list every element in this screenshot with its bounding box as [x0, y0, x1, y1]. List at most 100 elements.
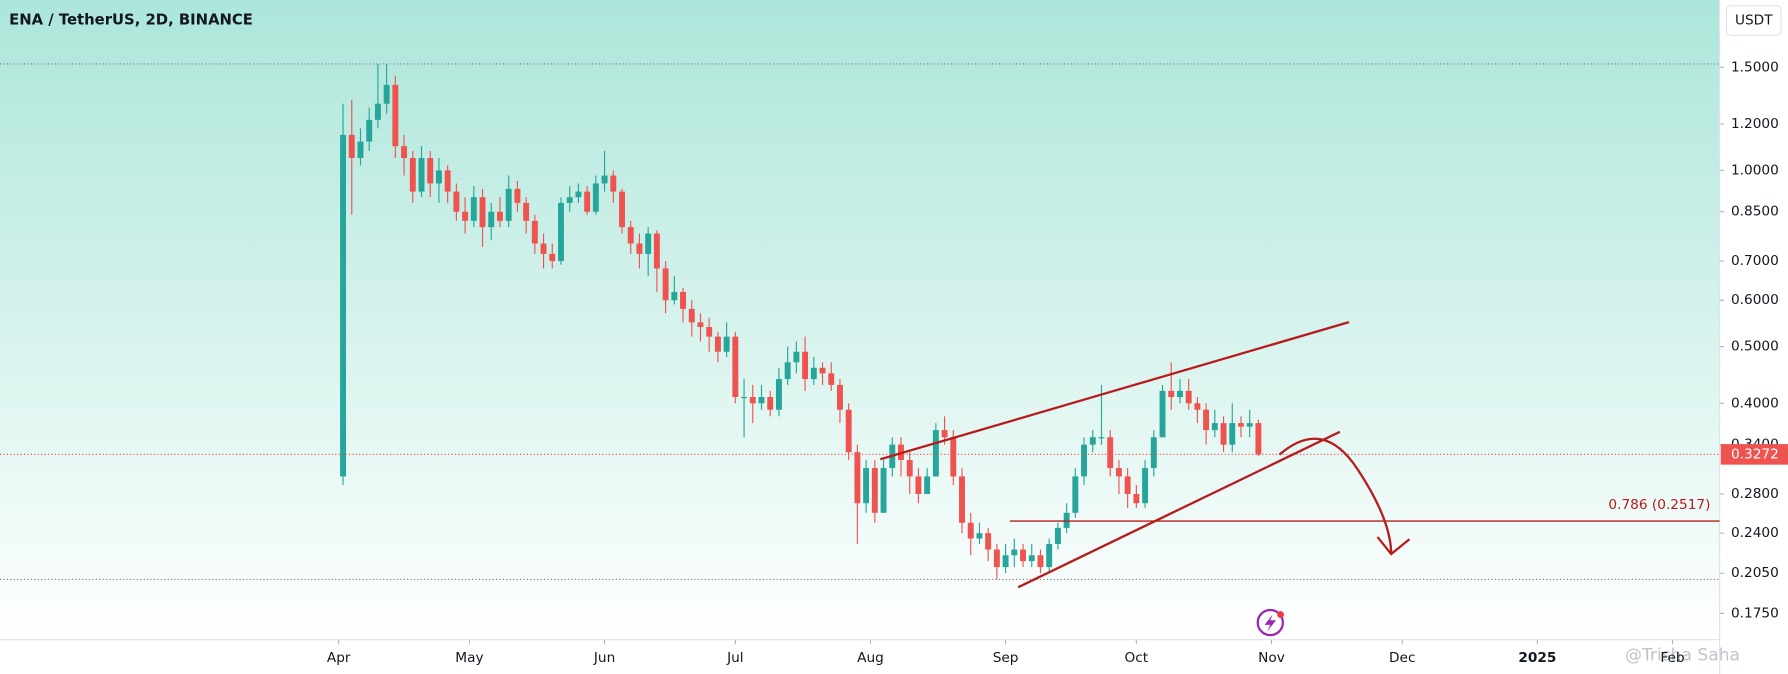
candle-body: [427, 157, 434, 184]
x-tick-label: Nov: [1258, 650, 1285, 666]
candle-body: [802, 351, 809, 380]
candle-body: [1107, 437, 1114, 469]
candle-body: [793, 351, 800, 363]
candle-body: [732, 336, 739, 398]
candle-body: [880, 468, 887, 513]
x-tick-label: Feb: [1660, 650, 1684, 666]
candle-body: [1194, 403, 1201, 410]
marks: [0, 63, 1720, 581]
candle-body: [871, 468, 878, 513]
candle-body: [993, 549, 1000, 568]
y-tick-label: 0.4000: [1731, 395, 1779, 411]
candle-body: [453, 191, 460, 212]
candle-body: [1124, 476, 1131, 494]
last-price-box: [1720, 444, 1788, 465]
candle-body: [985, 533, 992, 550]
candle-body: [688, 308, 695, 323]
y-tick-label: 0.7000: [1731, 253, 1779, 269]
x-tick-label: Apr: [327, 650, 351, 666]
candle-body: [374, 103, 381, 120]
candle-body: [392, 84, 399, 147]
candle-body: [540, 243, 547, 254]
candle-body: [706, 327, 713, 337]
x-tick-label: 2025: [1518, 650, 1556, 666]
candle-body: [1037, 555, 1044, 568]
y-tick-label: 0.8500: [1731, 204, 1779, 220]
candle-body: [1229, 423, 1236, 445]
y-tick-label: 0.1750: [1731, 605, 1779, 621]
y-tick-label: 1.5000: [1731, 59, 1779, 75]
candle-body: [1168, 390, 1175, 398]
candle-body: [584, 191, 591, 212]
candle-body: [1098, 437, 1105, 439]
x-tick-label: Oct: [1125, 650, 1149, 666]
candle-body: [697, 322, 704, 328]
forecast-arrow: [1278, 437, 1393, 555]
y-tick-label: 0.2400: [1731, 525, 1779, 541]
candle-body: [819, 367, 826, 374]
candle-body: [523, 202, 530, 221]
candle-body: [366, 119, 373, 142]
candle-body: [1054, 527, 1061, 544]
candle-body: [845, 409, 852, 453]
candle-body: [645, 233, 652, 254]
candle-body: [505, 188, 512, 221]
candle-body: [383, 84, 390, 104]
x-tick-label: Jun: [593, 650, 615, 666]
candle-body: [1211, 423, 1218, 431]
candle-body: [1159, 390, 1166, 438]
watermark: @Trisha Saha: [1625, 646, 1740, 666]
candle-body: [1020, 549, 1026, 562]
candle-body: [470, 197, 477, 221]
candle-body: [1176, 390, 1183, 398]
candle-body: [784, 362, 791, 380]
candle-body: [863, 468, 870, 504]
candle-body: [775, 379, 782, 410]
candle-body: [976, 533, 983, 539]
candle-body: [610, 175, 617, 192]
unit-button[interactable]: [1725, 5, 1782, 36]
candle-body: [1133, 493, 1140, 504]
candle-body: [915, 476, 922, 494]
candle-body: [549, 253, 556, 262]
candle-body: [1011, 549, 1018, 556]
trend-line-upper: [879, 321, 1350, 461]
candle-body: [1072, 476, 1079, 513]
y-tick-label: 0.6000: [1731, 292, 1779, 308]
candle-body: [854, 452, 861, 504]
x-tick-label: Aug: [857, 650, 884, 666]
candle-body: [714, 336, 721, 352]
candle-body: [1150, 437, 1157, 469]
candle-body: [619, 191, 625, 228]
forecast-arrow-head: [1376, 536, 1411, 556]
y-tick-label: 0.2800: [1731, 486, 1779, 502]
candle-body: [741, 397, 748, 399]
candle-body: [514, 188, 521, 203]
chart-title: ENA / TetherUS, 2D, BINANCE: [9, 12, 253, 29]
candle-body: [950, 437, 957, 477]
candle-body: [1046, 543, 1053, 568]
event-icon[interactable]: [1256, 608, 1284, 637]
candle-body: [418, 157, 425, 192]
candle-body: [575, 191, 582, 198]
candle-body: [479, 197, 486, 228]
candle-body: [1238, 423, 1244, 427]
candle-body: [828, 373, 835, 385]
candle-body: [758, 397, 765, 404]
candle-body: [932, 430, 939, 477]
candle-body: [462, 211, 469, 221]
candle-body: [444, 170, 451, 192]
candle-body: [1081, 444, 1088, 477]
candle-body: [836, 384, 843, 410]
trend-line-lower: [1017, 430, 1341, 589]
event-icon-bolt: [1264, 614, 1277, 632]
candle-body: [627, 227, 634, 244]
plot-background: [0, 0, 1720, 640]
event-icon-dot: [1277, 611, 1284, 619]
candle-body: [558, 202, 564, 262]
x-tick-label: May: [455, 650, 483, 666]
fib-level-label: 0.786 (0.2517): [1608, 497, 1710, 513]
candle-body: [924, 476, 931, 494]
price-axis-background: [1719, 0, 1788, 674]
unit-button-label[interactable]: USDT: [1735, 13, 1773, 29]
